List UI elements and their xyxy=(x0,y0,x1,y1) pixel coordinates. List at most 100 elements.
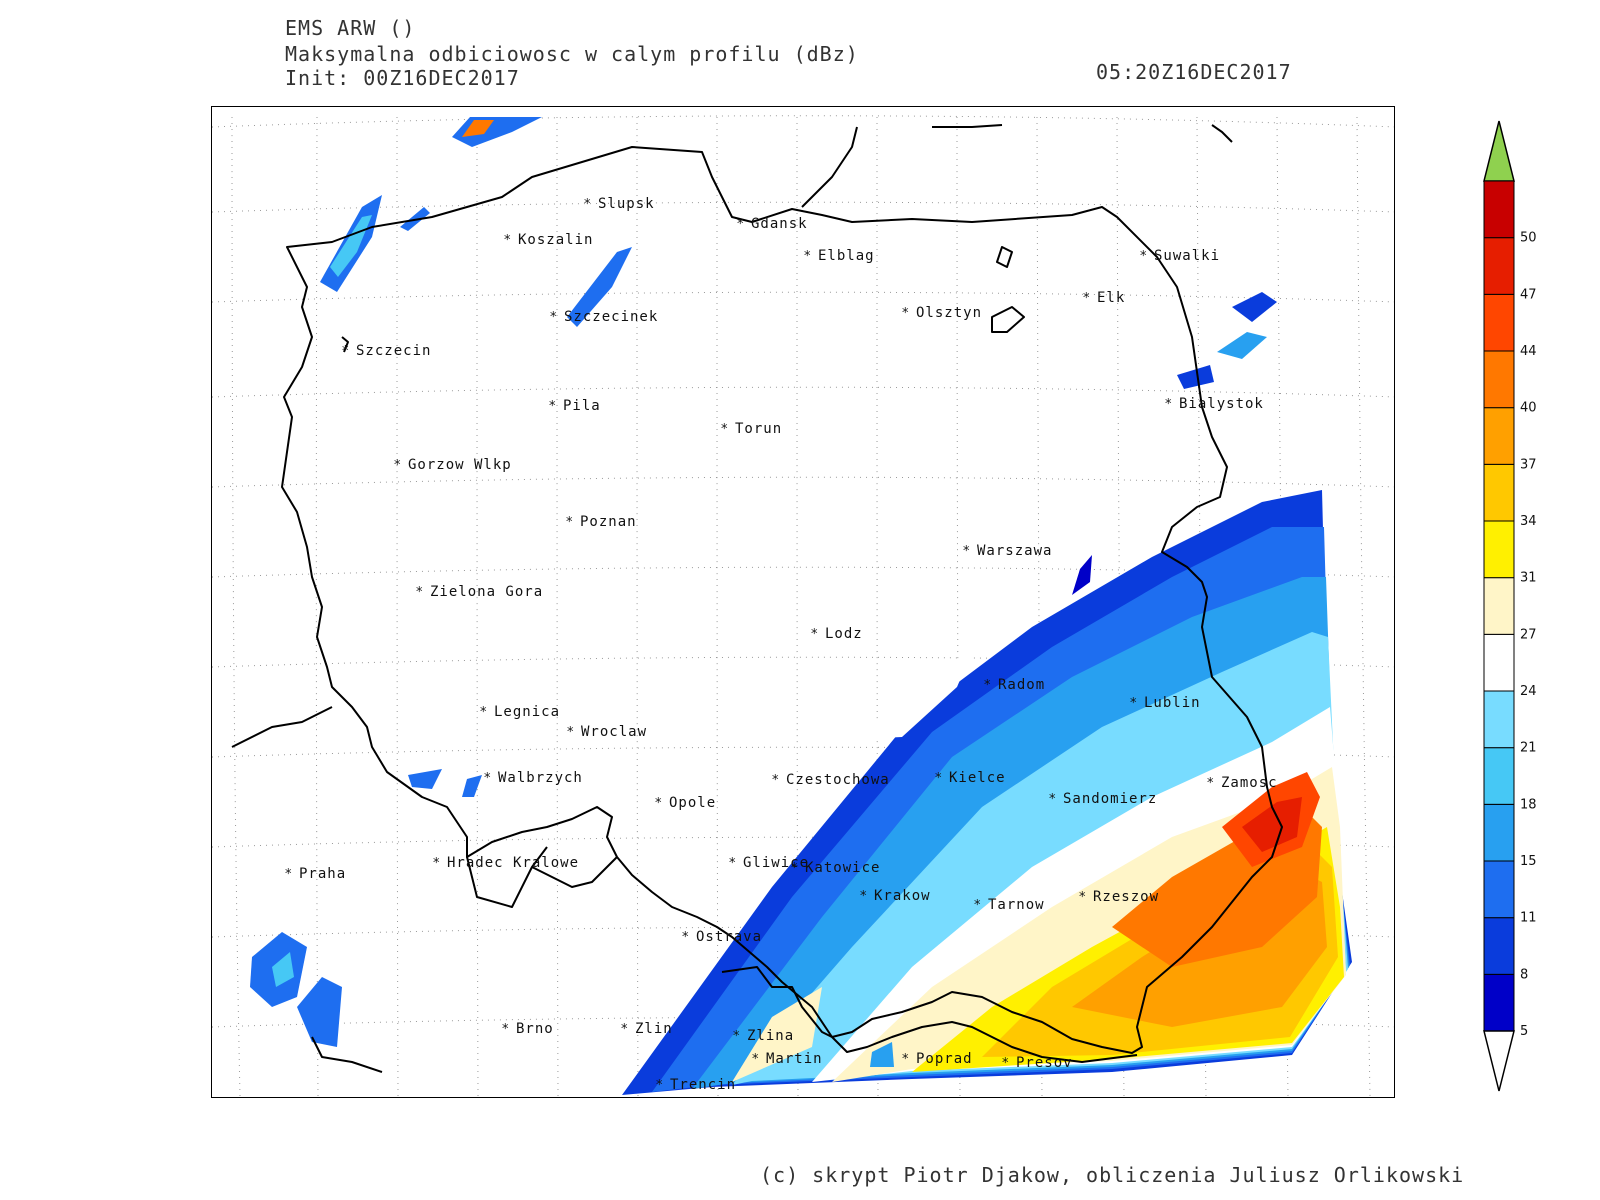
city-marker-star-icon: * xyxy=(566,515,573,530)
colorbar-bottom-arrow xyxy=(1483,1030,1515,1092)
echo-level-47 xyxy=(1242,797,1302,852)
city-name: Gorzow Wlkp xyxy=(408,457,512,473)
czech-border xyxy=(231,706,618,908)
colorbar-swatch xyxy=(1483,577,1515,635)
city-marker-star-icon: * xyxy=(772,773,779,788)
city-marker-star-icon: * xyxy=(902,1052,909,1067)
city-marker: * Brno xyxy=(502,1021,553,1037)
city-name: Elk xyxy=(1097,290,1125,306)
city-name: Poprad xyxy=(916,1051,973,1067)
city-marker: * Olsztyn xyxy=(902,305,982,321)
city-marker: * Warszawa xyxy=(963,543,1051,559)
city-name: Tarnow xyxy=(988,897,1045,913)
city-marker: * Radom xyxy=(984,677,1045,693)
city-marker: * Presov xyxy=(1002,1055,1073,1071)
city-marker: * Koszalin xyxy=(504,232,592,248)
city-marker: * Martin xyxy=(752,1051,823,1067)
map-valid-time: 05:20Z16DEC2017 xyxy=(1096,60,1292,84)
city-marker: * Trencin xyxy=(656,1077,736,1093)
city-marker: * Gliwice xyxy=(729,855,808,871)
city-name: Lodz xyxy=(825,626,863,642)
city-marker-star-icon: * xyxy=(682,930,689,945)
city-name: Martin xyxy=(766,1051,823,1067)
city-name: Wroclaw xyxy=(581,724,647,740)
colorbar-tick-label: 47 xyxy=(1520,287,1537,302)
lake-outline-3 xyxy=(1211,124,1233,143)
city-name: Szczecin xyxy=(356,343,431,359)
city-marker-star-icon: * xyxy=(549,399,556,414)
city-marker-star-icon: * xyxy=(655,796,662,811)
city-marker: * Elblag xyxy=(804,248,874,264)
city-marker-star-icon: * xyxy=(484,771,491,786)
map-credit: (c) skrypt Piotr Djakow, obliczenia Juli… xyxy=(760,1163,1465,1187)
city-marker-star-icon: * xyxy=(656,1078,663,1093)
city-name: Zlina xyxy=(747,1028,794,1044)
colorbar-tick-label: 40 xyxy=(1520,401,1537,416)
colorbar-tick-label: 31 xyxy=(1520,571,1537,586)
colorbar-swatch xyxy=(1483,520,1515,579)
colorbar-tick-label: 8 xyxy=(1520,967,1528,982)
colorbar-swatch xyxy=(1483,237,1515,295)
city-marker: * Bialystok xyxy=(1165,396,1264,412)
map-init-time: Init: 00Z16DEC2017 xyxy=(285,66,520,90)
city-marker: * Pila xyxy=(549,398,601,414)
city-marker-star-icon: * xyxy=(416,585,423,600)
colorbar-tick-label: 18 xyxy=(1520,797,1537,812)
city-marker: * Rzeszow xyxy=(1079,889,1158,905)
city-marker: * Torun xyxy=(721,421,782,437)
city-marker: * Ostrava xyxy=(682,929,761,945)
colorbar-legend: 5 8 11 15 18 21 24 27 31 34 37 40 44 47 50 xyxy=(1483,120,1537,1092)
city-marker: * Lodz xyxy=(811,626,863,642)
city-marker: * Poznan xyxy=(566,514,636,530)
city-marker: * Sandomierz xyxy=(1049,791,1157,807)
city-marker-star-icon: * xyxy=(1049,792,1056,807)
city-name: Olsztyn xyxy=(916,305,982,321)
colorbar-swatch xyxy=(1483,803,1515,862)
city-name: Presov xyxy=(1016,1055,1073,1071)
country-borders xyxy=(231,124,1283,1073)
city-marker: * Suwalki xyxy=(1140,248,1220,264)
colorbar-swatch xyxy=(1483,973,1515,1032)
colorbar-top-arrow xyxy=(1483,120,1515,182)
city-name: Trencin xyxy=(670,1077,736,1093)
city-marker-star-icon: * xyxy=(584,197,591,212)
city-name: Bialystok xyxy=(1179,396,1264,412)
city-name: Pila xyxy=(563,398,601,414)
colorbar-swatch xyxy=(1483,407,1515,465)
city-name: Torun xyxy=(735,421,782,437)
city-marker: * Lublin xyxy=(1130,695,1201,711)
city-name: Gdansk xyxy=(751,216,808,232)
city-marker-star-icon: * xyxy=(433,856,440,871)
city-name: Lublin xyxy=(1144,695,1201,711)
echo-gap-south xyxy=(732,987,822,1082)
colorbar-tick-label: 15 xyxy=(1520,854,1537,869)
city-marker: * Elk xyxy=(1083,290,1125,306)
city-marker: * Szczecin xyxy=(342,343,431,359)
city-marker: * Wroclaw xyxy=(567,724,647,740)
city-name: Opole xyxy=(669,795,716,811)
colorbar-tick-label: 27 xyxy=(1520,627,1537,642)
city-marker-star-icon: * xyxy=(811,627,818,642)
city-name: Hradec Kralowe xyxy=(447,855,579,871)
colorbar-swatch xyxy=(1483,860,1515,919)
city-marker-star-icon: * xyxy=(733,1029,740,1044)
city-name: Kielce xyxy=(949,770,1006,786)
city-name: Praha xyxy=(299,866,346,882)
city-name: Radom xyxy=(998,677,1045,693)
colorbar-tick-label: 34 xyxy=(1520,514,1537,529)
city-name: Suwalki xyxy=(1154,248,1220,264)
city-marker: * Katowice xyxy=(791,860,879,876)
city-marker: * Krakow xyxy=(860,888,930,904)
colorbar-swatch xyxy=(1483,690,1515,749)
colorbar-swatch xyxy=(1483,917,1515,975)
city-marker-star-icon: * xyxy=(791,861,798,876)
city-marker-star-icon: * xyxy=(1083,291,1090,306)
colorbar-swatch xyxy=(1483,350,1515,409)
map-panel: * Slupsk * Koszalin * Gdansk * Elblag * Suwalki * E… xyxy=(211,106,1395,1098)
colorbar-swatch xyxy=(1483,180,1515,239)
city-name: Sandomierz xyxy=(1063,791,1157,807)
city-marker: * Praha xyxy=(285,866,346,882)
city-marker-star-icon: * xyxy=(963,544,970,559)
city-marker-star-icon: * xyxy=(1165,397,1172,412)
city-name: Szczecinek xyxy=(564,309,658,325)
